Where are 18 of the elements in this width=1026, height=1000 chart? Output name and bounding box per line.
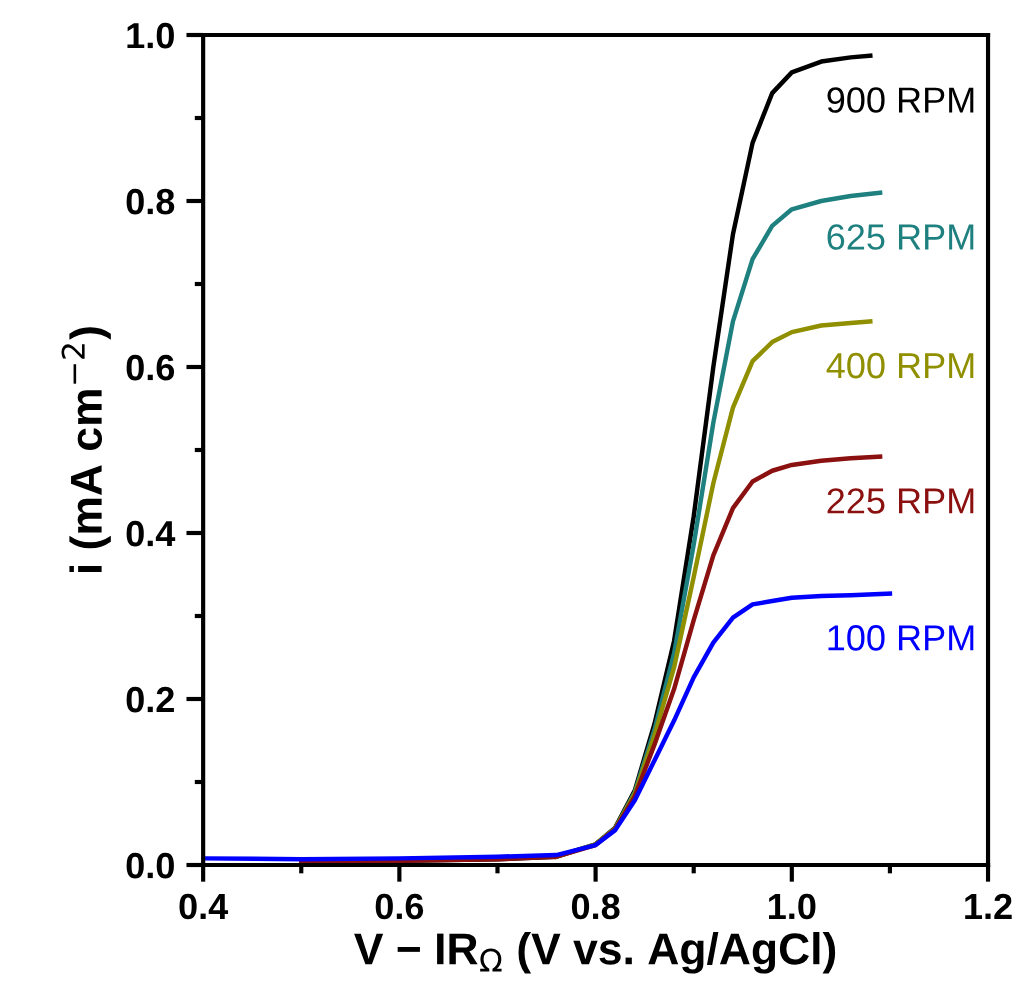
series-label: 400 RPM (826, 352, 974, 379)
y-tick-label: 1.0 (127, 22, 174, 49)
series-label: 625 RPM (827, 224, 974, 250)
series-label: 100 RPM (828, 625, 974, 651)
x-axis-title: V − IR$_{Ω}$ (V vs. Ag/AgCl) (354, 932, 836, 974)
x-tick-label: 0.4 (179, 893, 229, 920)
x-tick-label: 0.8 (571, 893, 620, 920)
x-tick-label: 1.2 (965, 893, 1012, 919)
y-tick-label: 0.8 (126, 188, 175, 215)
y-axis-title: i (mA cm$^{−2}$) (61, 327, 111, 573)
y-tick-label: 0.0 (126, 852, 174, 879)
series-label: 225 RPM (827, 488, 974, 514)
y-tick-label: 0.6 (126, 354, 175, 381)
y-tick-label: 0.4 (126, 520, 176, 547)
x-tick-label: 0.6 (375, 893, 424, 920)
series-label: 900 RPM (827, 87, 974, 113)
x-tick-label: 1.0 (768, 893, 816, 920)
y-tick-label: 0.2 (126, 686, 174, 713)
